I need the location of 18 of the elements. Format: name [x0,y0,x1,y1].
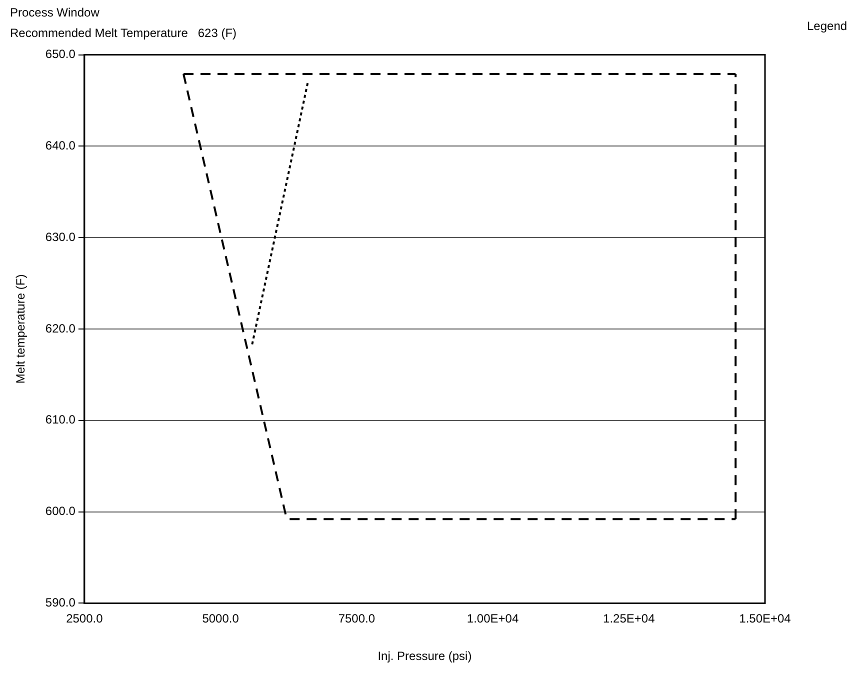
x-tick-label: 1.00E+04 [466,612,519,626]
x-axis-title: Inj. Pressure (psi) [378,649,472,664]
chart-subtitle: Recommended Melt Temperature 623 (F) [10,26,237,40]
y-tick-label: 590.0 [45,596,76,610]
x-tick-label: 7500.0 [338,612,376,626]
y-tick-label: 600.0 [45,504,76,518]
y-tick-label: 630.0 [45,230,76,244]
chart-title: Process Window [10,6,100,20]
y-tick-label: 610.0 [45,412,76,427]
x-tick-label: 1.50E+04 [739,612,792,626]
x-tick-label: 5000.0 [202,612,240,626]
y-tick-label: 640.0 [45,138,76,153]
y-tick-label: 620.0 [45,321,76,336]
y-axis-title: Melt temperature (F) [14,274,28,384]
x-tick-label: 1.25E+04 [603,612,656,626]
x-tick-label: 2500.0 [66,612,104,626]
y-tick-label: 650.0 [45,47,76,62]
text: Legend [807,19,848,34]
